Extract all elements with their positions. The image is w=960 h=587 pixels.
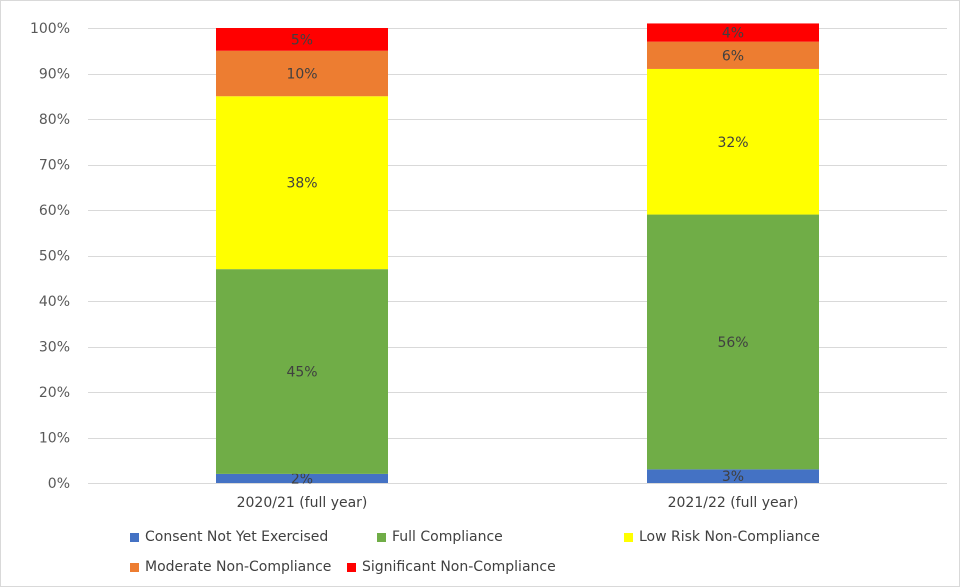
data-label: 6% xyxy=(722,48,744,64)
bar-segment xyxy=(647,23,819,42)
bar-segment xyxy=(216,269,388,474)
bar-segment xyxy=(647,469,819,483)
legend-item: Consent Not Yet Exercised xyxy=(130,529,328,545)
bar-segment xyxy=(647,41,819,69)
legend-label: Full Compliance xyxy=(392,529,503,545)
data-label: 5% xyxy=(291,32,313,48)
legend-item: Significant Non-Compliance xyxy=(347,559,556,575)
legend-swatch xyxy=(347,562,356,572)
y-tick-label: 0% xyxy=(48,476,70,492)
data-label: 4% xyxy=(722,26,744,42)
x-tick-label: 2020/21 (full year) xyxy=(237,495,368,511)
data-label: 45% xyxy=(286,365,317,381)
legend-item: Low Risk Non-Compliance xyxy=(624,529,820,545)
legend-label: Significant Non-Compliance xyxy=(362,559,556,575)
bar-segment xyxy=(216,473,388,483)
data-label: 32% xyxy=(717,135,748,151)
y-tick-label: 10% xyxy=(39,431,70,447)
legend-swatch xyxy=(624,532,633,542)
data-label: 2% xyxy=(291,471,313,487)
legend-swatch xyxy=(130,562,139,572)
y-tick-label: 20% xyxy=(39,385,70,401)
bar-segment xyxy=(647,68,819,215)
legend-label: Moderate Non-Compliance xyxy=(145,559,332,575)
legend-item: Moderate Non-Compliance xyxy=(130,559,331,575)
data-label: 38% xyxy=(286,176,317,192)
y-tick-label: 40% xyxy=(39,294,70,310)
bar-segment xyxy=(216,50,388,97)
legend-swatch xyxy=(377,532,386,542)
y-tick-label: 70% xyxy=(39,158,70,174)
legend-item: Full Compliance xyxy=(377,529,503,545)
data-label: 3% xyxy=(722,469,744,485)
data-label: 10% xyxy=(286,67,317,83)
legend-label: Low Risk Non-Compliance xyxy=(639,529,820,545)
y-tick-label: 80% xyxy=(39,112,70,128)
bar-segment xyxy=(647,214,819,470)
y-tick-label: 50% xyxy=(39,249,70,265)
y-tick-label: 60% xyxy=(39,203,70,219)
bar-segment xyxy=(216,96,388,270)
data-label: 56% xyxy=(717,335,748,351)
legend-label: Consent Not Yet Exercised xyxy=(145,529,329,545)
y-tick-label: 100% xyxy=(30,21,70,37)
legend-swatch xyxy=(130,532,139,542)
y-tick-label: 90% xyxy=(39,67,70,83)
y-tick-label: 30% xyxy=(39,340,70,356)
bar-segment xyxy=(216,28,388,51)
x-tick-label: 2021/22 (full year) xyxy=(668,495,799,511)
